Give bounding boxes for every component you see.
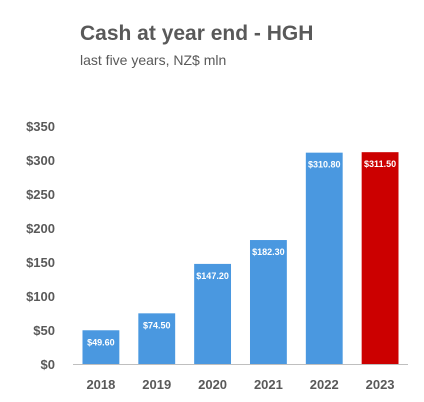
y-tick-label: $350 (26, 119, 55, 134)
bar-2019 (138, 313, 176, 364)
y-tick-label: $150 (26, 255, 55, 270)
x-tick-label-2023: 2023 (366, 377, 395, 392)
data-label-2020: $147.20 (196, 271, 229, 281)
data-label-2018: $49.60 (87, 337, 115, 347)
chart-subtitle: last five years, NZ$ mln (80, 52, 227, 68)
chart-title: Cash at year end - HGH (80, 22, 314, 45)
bar-2022 (305, 152, 343, 364)
x-tick-label-2020: 2020 (198, 377, 227, 392)
bar-2021 (249, 240, 287, 364)
bar-2023 (361, 152, 399, 364)
x-tick-label-2018: 2018 (86, 377, 115, 392)
y-tick-label: $200 (26, 221, 55, 236)
y-tick-label: $50 (33, 323, 55, 338)
y-tick-label: $0 (41, 357, 55, 372)
x-tick-label-2022: 2022 (310, 377, 339, 392)
y-tick-label: $300 (26, 153, 55, 168)
data-label-2019: $74.50 (143, 320, 171, 330)
x-tick-label-2021: 2021 (254, 377, 283, 392)
data-label-2023: $311.50 (364, 159, 396, 169)
x-tick-label-2019: 2019 (142, 377, 171, 392)
y-tick-label: $250 (26, 187, 55, 202)
data-label-2021: $182.30 (252, 247, 285, 257)
data-label-2022: $310.80 (308, 160, 341, 170)
bar-2018 (82, 330, 120, 364)
y-tick-label: $100 (26, 289, 55, 304)
bar-2020 (194, 263, 232, 364)
